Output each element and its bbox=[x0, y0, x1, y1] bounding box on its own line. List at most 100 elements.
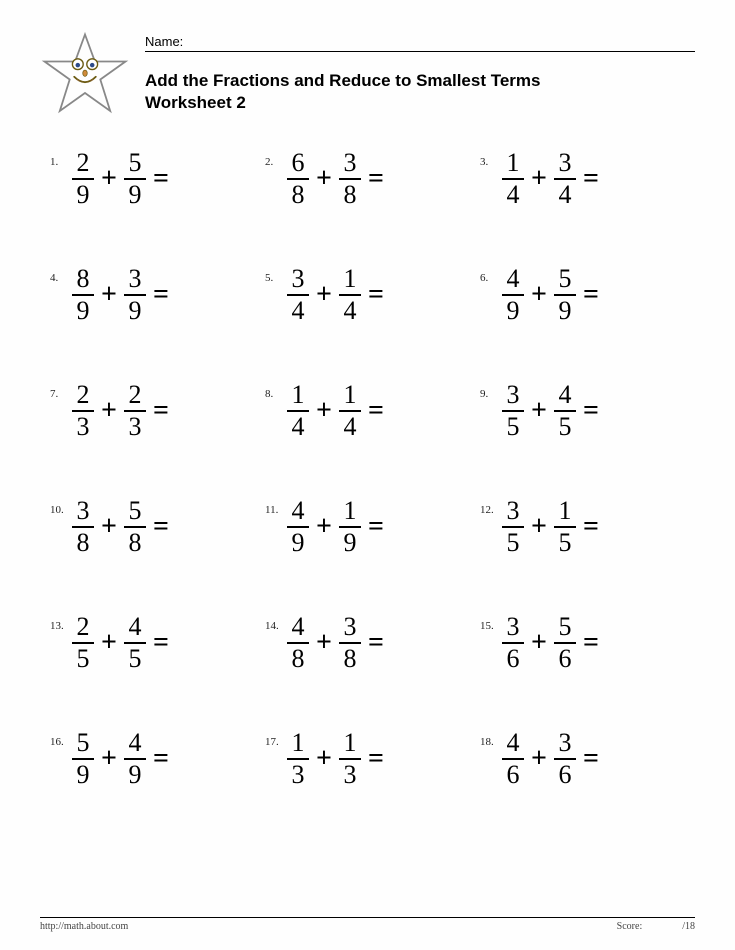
numerator: 2 bbox=[74, 614, 93, 640]
fraction-b: 13 bbox=[339, 730, 361, 788]
denominator: 9 bbox=[125, 182, 144, 208]
numerator: 4 bbox=[555, 382, 574, 408]
fraction-b: 34 bbox=[554, 150, 576, 208]
numerator: 3 bbox=[125, 266, 144, 292]
denominator: 9 bbox=[74, 182, 93, 208]
equals-sign: = bbox=[583, 163, 599, 195]
footer-score-label: Score: bbox=[617, 921, 643, 932]
plus-sign: + bbox=[101, 279, 117, 311]
problem: 14.48+38= bbox=[265, 614, 470, 672]
plus-sign: + bbox=[316, 395, 332, 427]
denominator: 4 bbox=[555, 182, 574, 208]
numerator: 3 bbox=[340, 614, 359, 640]
numerator: 1 bbox=[340, 382, 359, 408]
plus-sign: + bbox=[316, 743, 332, 775]
denominator: 9 bbox=[125, 762, 144, 788]
fraction-a: 46 bbox=[502, 730, 524, 788]
fraction-b: 38 bbox=[339, 150, 361, 208]
numerator: 3 bbox=[504, 614, 523, 640]
denominator: 6 bbox=[504, 646, 523, 672]
name-field-label: Name: bbox=[145, 34, 695, 52]
equals-sign: = bbox=[583, 627, 599, 659]
problem-number: 18. bbox=[480, 736, 496, 748]
denominator: 3 bbox=[340, 762, 359, 788]
denominator: 6 bbox=[504, 762, 523, 788]
plus-sign: + bbox=[531, 743, 547, 775]
denominator: 6 bbox=[555, 646, 574, 672]
plus-sign: + bbox=[101, 627, 117, 659]
fraction-b: 23 bbox=[124, 382, 146, 440]
denominator: 5 bbox=[74, 646, 93, 672]
problem: 10.38+58= bbox=[50, 498, 255, 556]
numerator: 1 bbox=[289, 730, 308, 756]
denominator: 4 bbox=[340, 298, 359, 324]
denominator: 9 bbox=[340, 530, 359, 556]
denominator: 9 bbox=[504, 298, 523, 324]
problem: 18.46+36= bbox=[480, 730, 685, 788]
fraction-b: 45 bbox=[124, 614, 146, 672]
numerator: 4 bbox=[125, 730, 144, 756]
plus-sign: + bbox=[101, 511, 117, 543]
footer-url: http://math.about.com bbox=[40, 921, 128, 932]
denominator: 8 bbox=[340, 646, 359, 672]
problem-number: 8. bbox=[265, 388, 281, 400]
problem: 12.35+15= bbox=[480, 498, 685, 556]
denominator: 9 bbox=[74, 762, 93, 788]
problems-grid: 1.29+59=2.68+38=3.14+34=4.89+39=5.34+14=… bbox=[40, 150, 695, 788]
equals-sign: = bbox=[368, 395, 384, 427]
equals-sign: = bbox=[153, 395, 169, 427]
numerator: 3 bbox=[555, 150, 574, 176]
equals-sign: = bbox=[153, 743, 169, 775]
problem-number: 2. bbox=[265, 156, 281, 168]
equals-sign: = bbox=[153, 279, 169, 311]
numerator: 3 bbox=[555, 730, 574, 756]
fraction-a: 36 bbox=[502, 614, 524, 672]
denominator: 4 bbox=[340, 414, 359, 440]
equals-sign: = bbox=[368, 511, 384, 543]
plus-sign: + bbox=[101, 395, 117, 427]
problem: 9.35+45= bbox=[480, 382, 685, 440]
numerator: 1 bbox=[504, 150, 523, 176]
fraction-a: 49 bbox=[502, 266, 524, 324]
problem-number: 15. bbox=[480, 620, 496, 632]
problem: 4.89+39= bbox=[50, 266, 255, 324]
fraction-a: 35 bbox=[502, 382, 524, 440]
numerator: 4 bbox=[289, 614, 308, 640]
numerator: 3 bbox=[74, 498, 93, 524]
denominator: 4 bbox=[504, 182, 523, 208]
equals-sign: = bbox=[153, 163, 169, 195]
denominator: 8 bbox=[340, 182, 359, 208]
fraction-b: 59 bbox=[124, 150, 146, 208]
fraction-a: 29 bbox=[72, 150, 94, 208]
numerator: 2 bbox=[125, 382, 144, 408]
problem-number: 12. bbox=[480, 504, 496, 516]
equals-sign: = bbox=[583, 279, 599, 311]
numerator: 4 bbox=[504, 266, 523, 292]
problem-number: 9. bbox=[480, 388, 496, 400]
problem: 3.14+34= bbox=[480, 150, 685, 208]
denominator: 5 bbox=[555, 414, 574, 440]
fraction-b: 36 bbox=[554, 730, 576, 788]
numerator: 2 bbox=[74, 150, 93, 176]
plus-sign: + bbox=[316, 163, 332, 195]
equals-sign: = bbox=[583, 743, 599, 775]
denominator: 5 bbox=[504, 530, 523, 556]
problem: 17.13+13= bbox=[265, 730, 470, 788]
star-icon bbox=[40, 30, 130, 120]
equals-sign: = bbox=[153, 627, 169, 659]
problem: 2.68+38= bbox=[265, 150, 470, 208]
numerator: 3 bbox=[504, 382, 523, 408]
problem: 13.25+45= bbox=[50, 614, 255, 672]
footer-total: /18 bbox=[682, 921, 695, 932]
fraction-b: 14 bbox=[339, 382, 361, 440]
fraction-b: 19 bbox=[339, 498, 361, 556]
plus-sign: + bbox=[101, 163, 117, 195]
numerator: 1 bbox=[340, 266, 359, 292]
denominator: 9 bbox=[74, 298, 93, 324]
denominator: 5 bbox=[125, 646, 144, 672]
problem-number: 5. bbox=[265, 272, 281, 284]
plus-sign: + bbox=[531, 511, 547, 543]
fraction-a: 49 bbox=[287, 498, 309, 556]
fraction-a: 13 bbox=[287, 730, 309, 788]
denominator: 6 bbox=[555, 762, 574, 788]
